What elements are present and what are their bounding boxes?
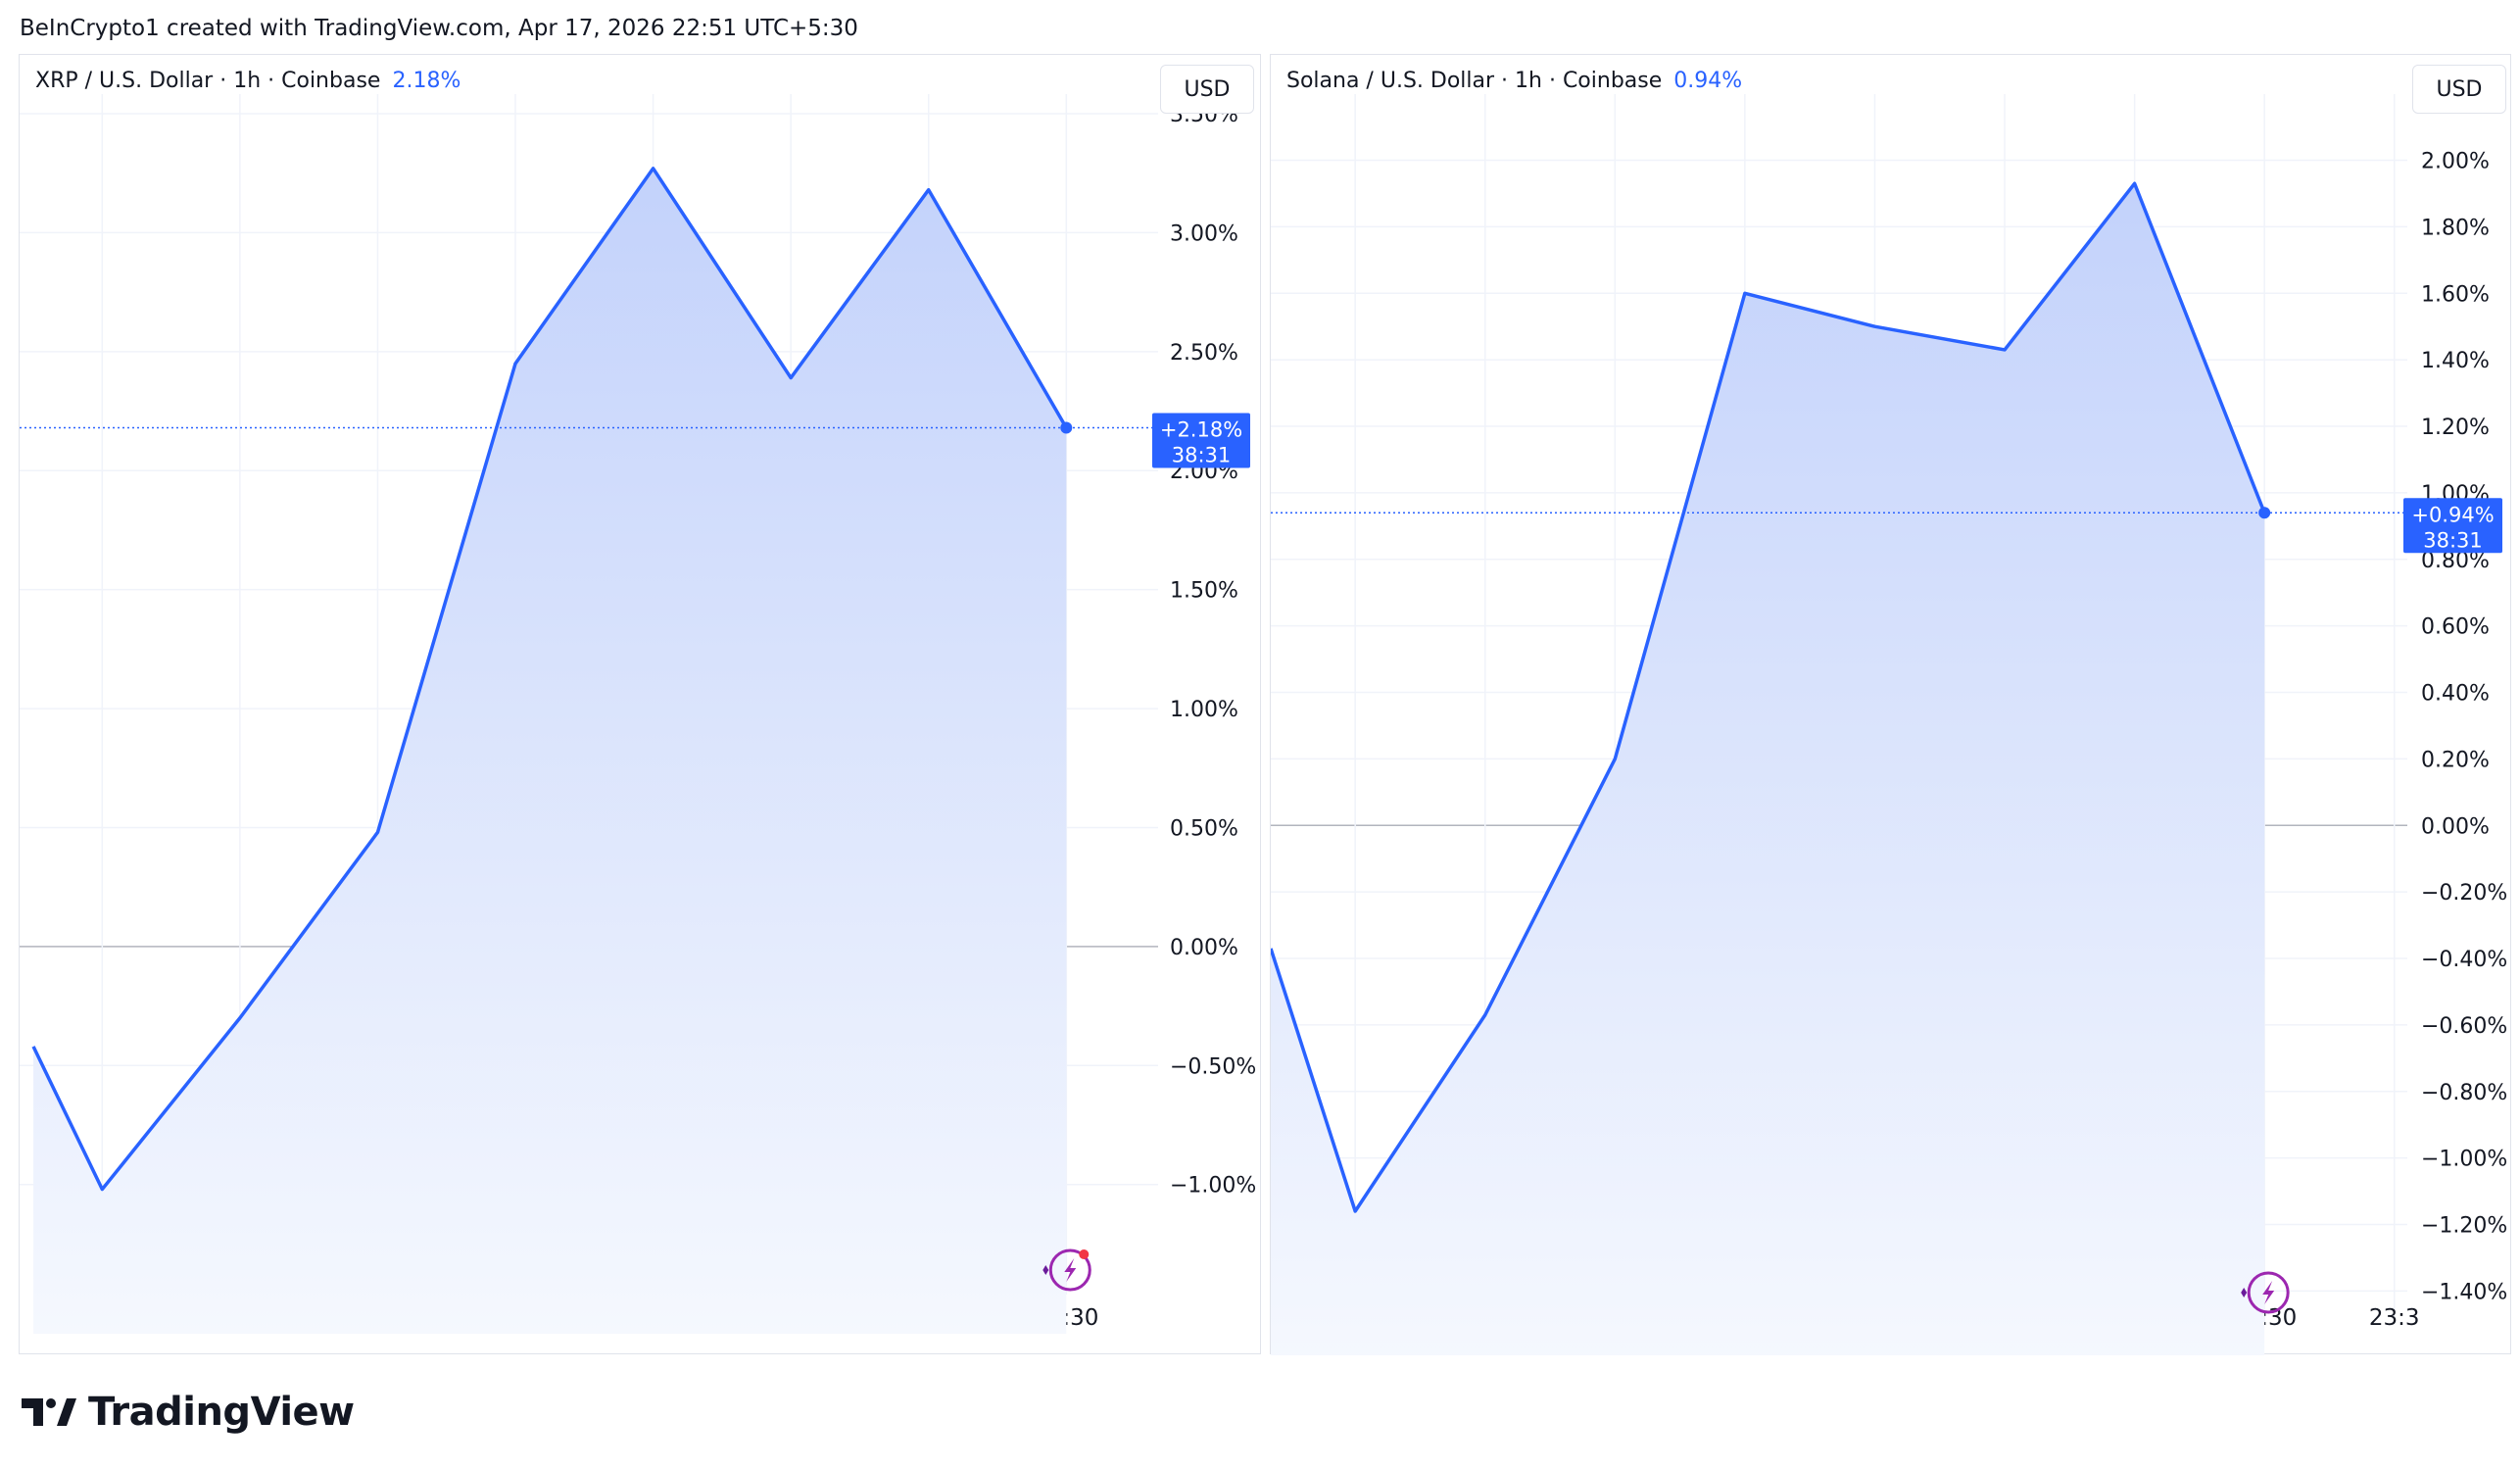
xrp-series-group — [31, 167, 1068, 1335]
xrp-legend-title: XRP / U.S. Dollar · 1h · Coinbase — [35, 69, 381, 93]
xrp-area-fill — [33, 168, 1067, 1335]
chart-panel-xrp[interactable]: 3.50% 3.00% 2.50% 2.00% 1.50% 1.00% 0.50% 0.00%… — [19, 54, 1261, 1354]
tradingview-logo: TradingView — [22, 1390, 355, 1435]
solana-legend-change: 0.94% — [1673, 69, 1743, 93]
solana-y-tick-label: −0.60% — [2421, 1014, 2507, 1039]
solana-legend-title: Solana / U.S. Dollar · 1h · Coinbase — [1286, 69, 1663, 93]
tradingview-wordmark: TradingView — [88, 1390, 355, 1435]
solana-area-fill — [1271, 183, 2265, 1355]
lightning-sparkle-icon — [2241, 1271, 2290, 1314]
solana-legend: Solana / U.S. Dollar · 1h · Coinbase 0.94… — [1286, 69, 1742, 93]
solana-y-tick-label: 1.60% — [2421, 282, 2490, 307]
solana-y-tick-label: 1.80% — [2421, 216, 2490, 240]
lightning-sparkle-icon — [1042, 1248, 1091, 1292]
solana-chart-svg: 2.00%1.80%1.60%1.40%1.20%1.00%0.80%0.60%… — [1271, 94, 2507, 1355]
xrp-y-tick-label: 0.00% — [1170, 936, 1238, 960]
solana-last-point-marker — [2258, 507, 2271, 519]
solana-countdown-label: 38:31 — [2423, 528, 2483, 552]
chart-panel-solana[interactable]: 2.00% 1.80% 1.60% 1.40% 1.20% 1.00% 0.80% 0.60%… — [1270, 54, 2511, 1355]
lightning-bolt-icon — [1064, 1258, 1077, 1282]
xrp-y-tick-label: 3.00% — [1170, 221, 1238, 246]
xrp-y-tick-label: 1.00% — [1170, 698, 1238, 722]
sparkle-star-icon — [2241, 1288, 2248, 1297]
xrp-y-tick-label: −0.50% — [1170, 1054, 1256, 1079]
solana-last-value-badge — [2403, 498, 2502, 554]
xrp-y-tick-label: 0.50% — [1170, 816, 1238, 841]
xrp-y-tick-label: 1.50% — [1170, 579, 1238, 604]
solana-y-tick-label: 0.00% — [2421, 814, 2490, 839]
xrp-last-value-label: +2.18% — [1160, 418, 1242, 442]
lightning-ring-icon — [1048, 1248, 1091, 1292]
tradingview-logo-icon — [22, 1398, 76, 1426]
solana-y-tick-label: −0.80% — [2421, 1081, 2507, 1105]
chart-caption: BeInCrypto1 created with TradingView.com… — [20, 16, 858, 41]
xrp-last-point-marker — [1060, 421, 1073, 434]
xrp-legend-change: 2.18% — [392, 69, 461, 93]
solana-y-tick-label: 0.60% — [2421, 615, 2490, 640]
lightning-ring-icon — [2247, 1271, 2290, 1314]
solana-y-tick-label: −0.20% — [2421, 881, 2507, 905]
solana-y-tick-label: 0.20% — [2421, 748, 2490, 772]
sparkle-star-icon — [1042, 1265, 1049, 1275]
lightning-bolt-icon — [2262, 1281, 2275, 1304]
solana-y-tick-label: 1.40% — [2421, 349, 2490, 373]
solana-currency-button[interactable]: USD — [2412, 65, 2506, 114]
xrp-chart-svg: 3.50%3.00%2.50%2.00%1.50%1.00%0.50%0.00%… — [20, 94, 1256, 1335]
xrp-legend: XRP / U.S. Dollar · 1h · Coinbase 2.18% — [35, 69, 460, 93]
solana-y-tick-label: 0.40% — [2421, 682, 2490, 707]
xrp-y-tick-label: −1.00% — [1170, 1174, 1256, 1199]
solana-last-value-label: +0.94% — [2411, 503, 2494, 526]
xrp-y-tick-label: 2.50% — [1170, 341, 1238, 366]
solana-y-tick-label: 1.20% — [2421, 416, 2490, 440]
solana-y-tick-label: −1.20% — [2421, 1214, 2507, 1239]
solana-x-tick-label: 23:3 — [2369, 1305, 2420, 1331]
xrp-currency-button[interactable]: USD — [1160, 65, 1254, 114]
solana-y-tick-label: 2.00% — [2421, 150, 2490, 174]
xrp-last-value-badge — [1152, 413, 1250, 468]
xrp-countdown-label: 38:31 — [1172, 444, 1232, 467]
solana-y-tick-label: −1.00% — [2421, 1148, 2507, 1172]
solana-y-tick-label: −1.40% — [2421, 1280, 2507, 1304]
solana-y-tick-label: −0.40% — [2421, 948, 2507, 972]
notification-dot-icon — [1079, 1249, 1090, 1259]
solana-series-group — [1271, 181, 2266, 1355]
